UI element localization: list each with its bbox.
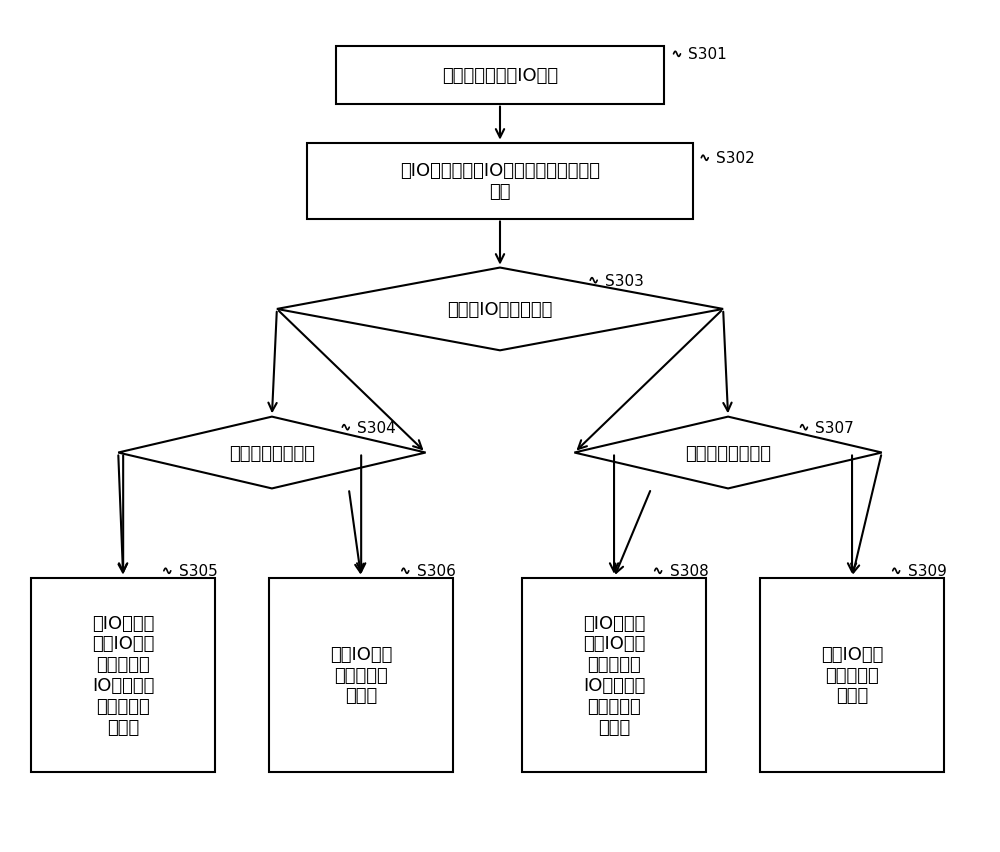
- Text: 将该IO请求
直接入队进
行等待: 将该IO请求 直接入队进 行等待: [821, 645, 883, 705]
- Text: 是否能进行读合并: 是否能进行读合并: [229, 444, 315, 462]
- Text: S303: S303: [605, 273, 644, 288]
- Text: S302: S302: [716, 151, 755, 166]
- Text: S309: S309: [908, 564, 946, 579]
- Text: 获取用户提交的IO请求: 获取用户提交的IO请求: [442, 67, 558, 85]
- Text: S301: S301: [688, 48, 727, 62]
- Bar: [307, 143, 693, 219]
- Polygon shape: [574, 417, 882, 489]
- Text: S304: S304: [357, 420, 396, 435]
- Text: 将IO请求合
并至IO队列
的对尾，该
IO请求进入
读合并的读
队列中: 将IO请求合 并至IO队列 的对尾，该 IO请求进入 读合并的读 队列中: [92, 614, 154, 736]
- Bar: [760, 578, 944, 772]
- Text: S305: S305: [179, 564, 217, 579]
- Text: 将IO请求与合并IO队列的对尾的元素做
比较: 将IO请求与合并IO队列的对尾的元素做 比较: [400, 162, 600, 201]
- Text: S308: S308: [670, 564, 708, 579]
- Text: S306: S306: [417, 564, 456, 579]
- Text: 将IO请求合
并至IO队列
的对尾，该
IO请求进入
读合并的读
队列中: 将IO请求合 并至IO队列 的对尾，该 IO请求进入 读合并的读 队列中: [583, 614, 645, 736]
- Text: 将该IO请求
直接入队进
行等待: 将该IO请求 直接入队进 行等待: [330, 645, 392, 705]
- Text: S307: S307: [815, 420, 854, 435]
- Polygon shape: [277, 268, 723, 351]
- Polygon shape: [118, 417, 426, 489]
- Bar: [522, 578, 706, 772]
- Bar: [336, 47, 664, 105]
- Bar: [31, 578, 215, 772]
- Text: 判断该IO请求的类型: 判断该IO请求的类型: [447, 301, 553, 319]
- Bar: [269, 578, 453, 772]
- Text: 是否能进行读合并: 是否能进行读合并: [685, 444, 771, 462]
